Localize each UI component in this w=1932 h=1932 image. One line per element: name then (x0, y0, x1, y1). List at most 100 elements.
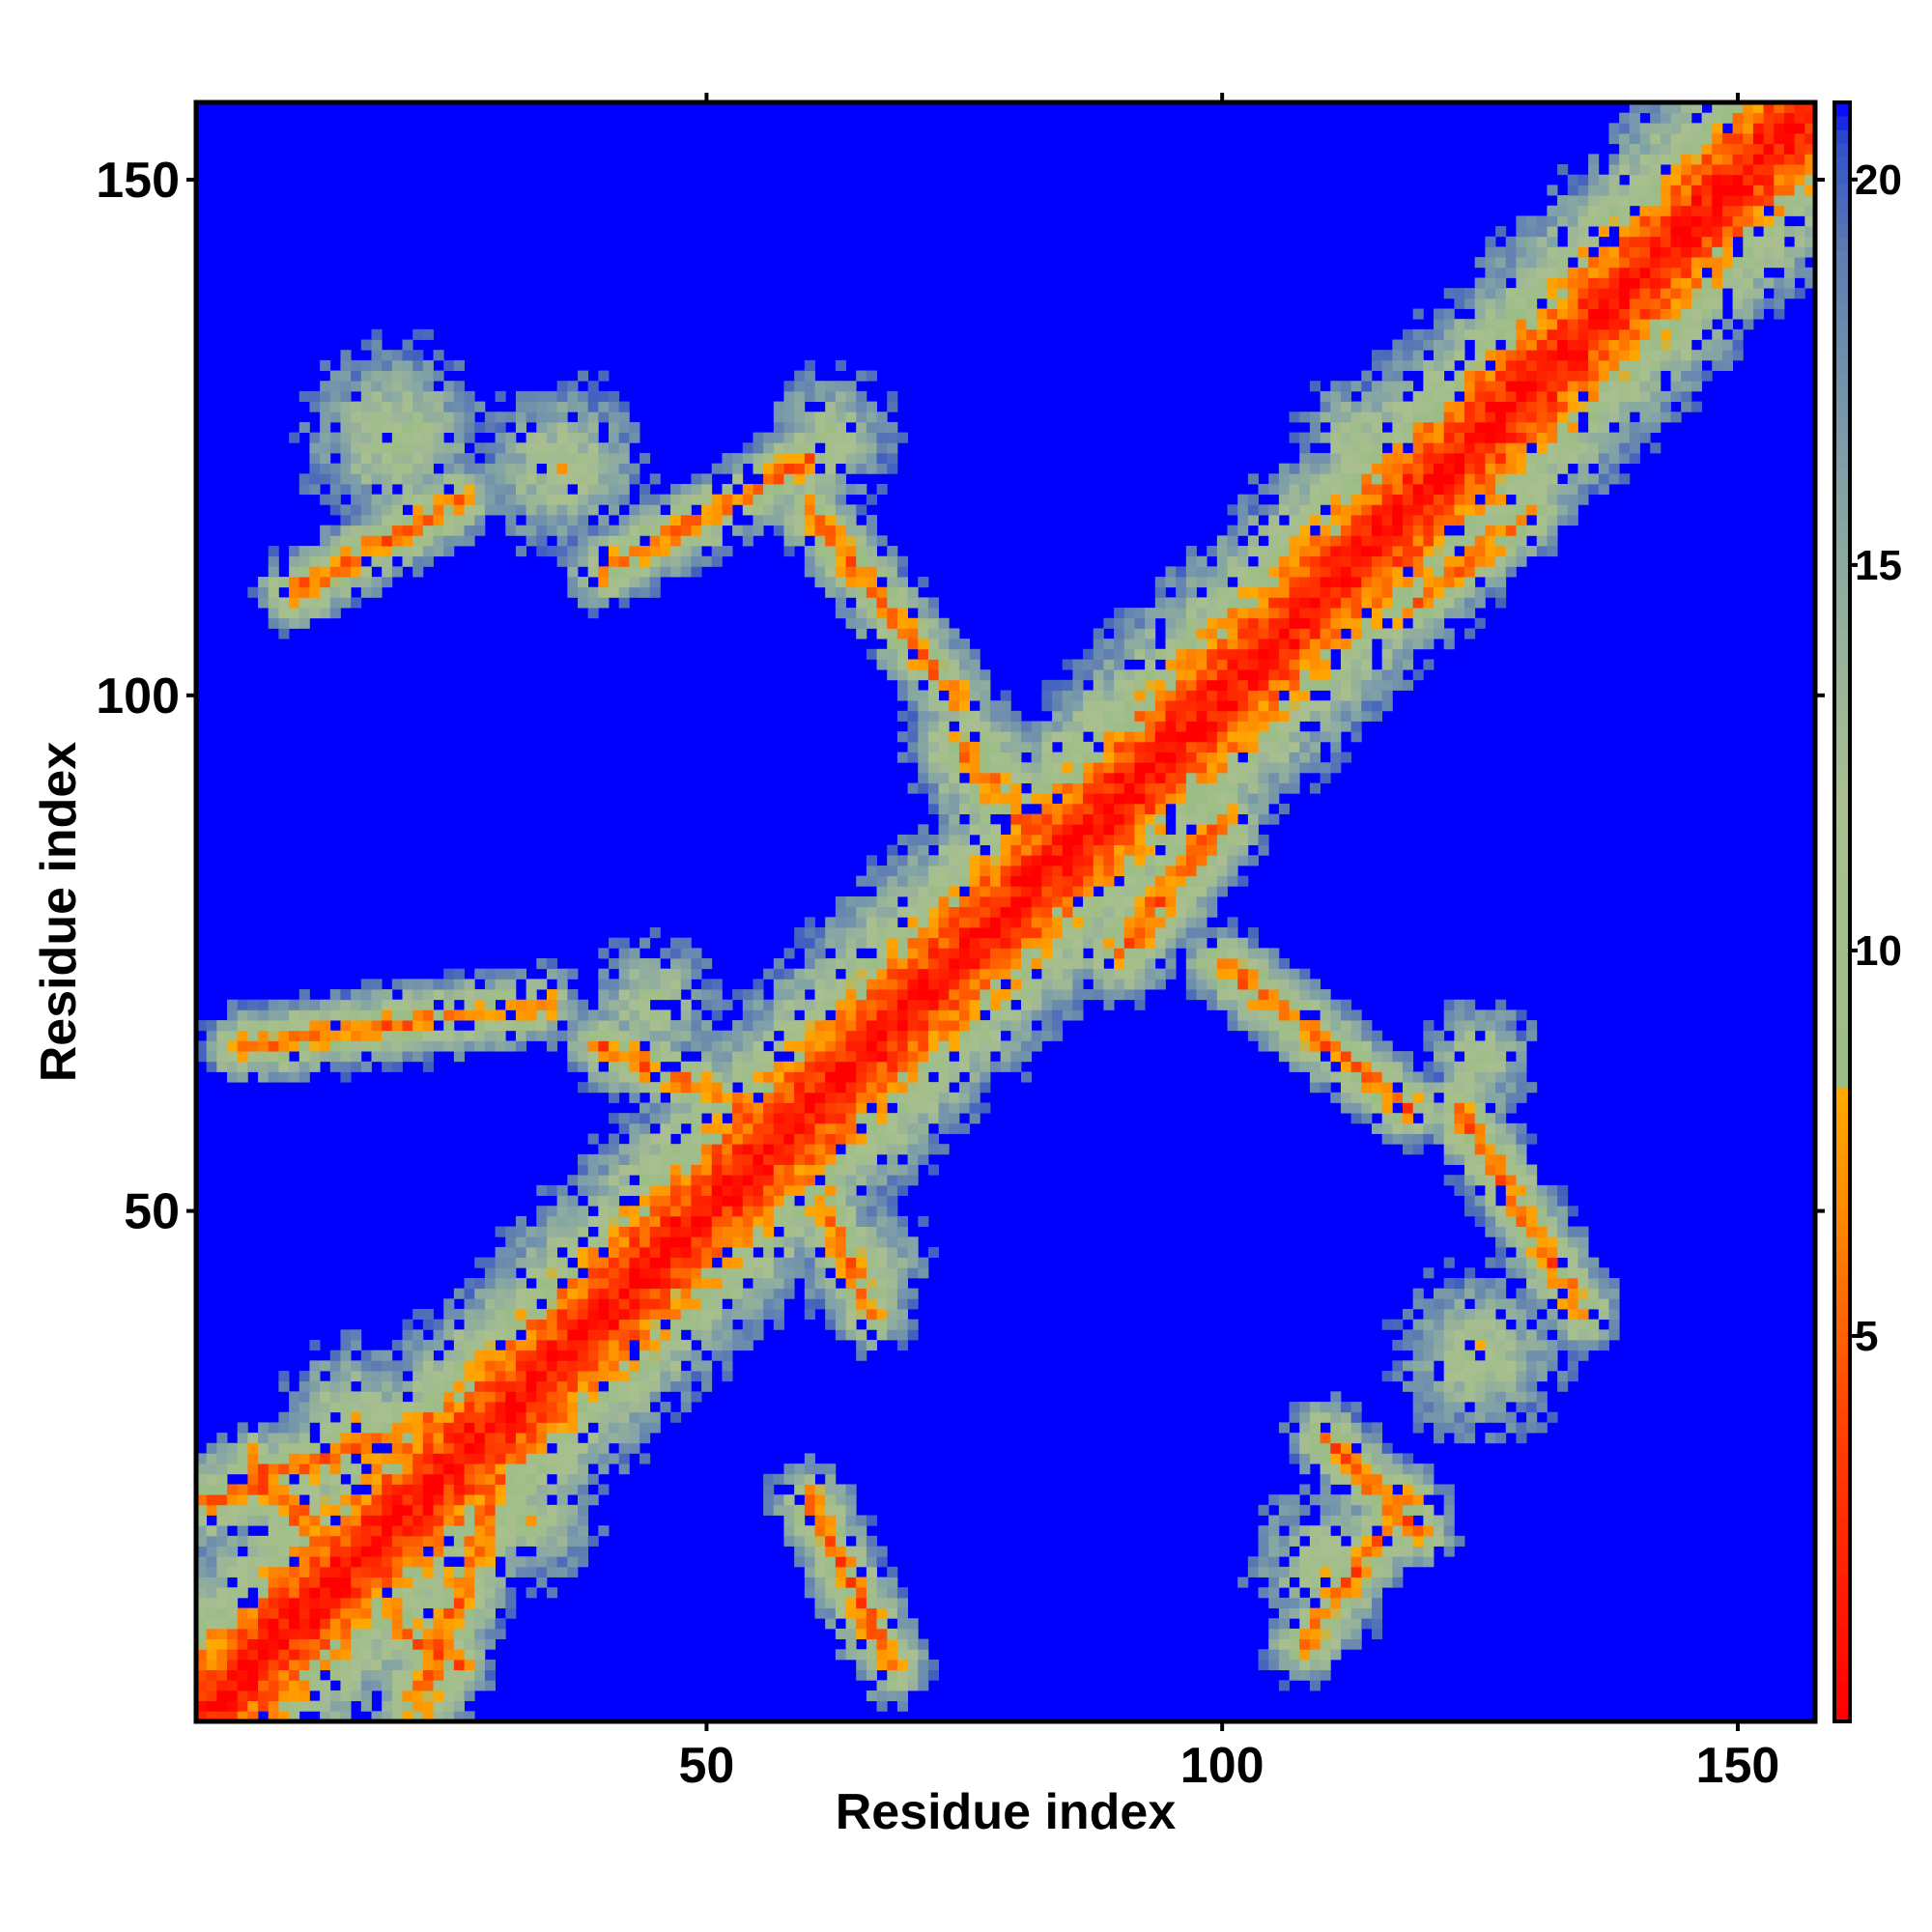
heatmap-cell (1000, 803, 1011, 814)
heatmap-cell (1340, 752, 1352, 763)
heatmap-cell (258, 1009, 270, 1021)
heatmap-cell (876, 1298, 888, 1310)
heatmap-cell (680, 1113, 692, 1124)
heatmap-cell (680, 979, 692, 990)
heatmap-cell (1526, 1175, 1538, 1186)
heatmap-cell (1207, 999, 1218, 1010)
heatmap-cell (1268, 989, 1280, 1001)
heatmap-cell (896, 1061, 908, 1072)
heatmap-cell (567, 1391, 579, 1403)
heatmap-cell (382, 1597, 393, 1608)
heatmap-cell (1495, 1350, 1507, 1361)
heatmap-cell (464, 1371, 475, 1382)
heatmap-cell (464, 1350, 475, 1361)
heatmap-cell (505, 1277, 517, 1290)
heatmap-cell (567, 1463, 579, 1475)
heatmap-cell (1557, 1329, 1569, 1341)
heatmap-cell (1134, 948, 1146, 959)
heatmap-cell (382, 1504, 393, 1516)
heatmap-cell (783, 1246, 795, 1259)
heatmap-cell (298, 1433, 310, 1444)
heatmap-cell (1114, 886, 1125, 897)
heatmap-cell (814, 1577, 826, 1588)
heatmap-cell (329, 1009, 341, 1021)
heatmap-cell (196, 1556, 208, 1568)
heatmap-cell (412, 1402, 424, 1413)
heatmap-cell (412, 1411, 424, 1423)
heatmap-cell (1247, 793, 1259, 805)
heatmap-cell (567, 1525, 579, 1537)
heatmap-cell (1526, 1164, 1538, 1176)
heatmap-cell (649, 958, 661, 970)
heatmap-cell (814, 1556, 826, 1568)
heatmap-cell (1423, 1267, 1435, 1279)
heatmap-cell (691, 1267, 702, 1279)
heatmap-cell (1526, 1215, 1538, 1227)
heatmap-cell (980, 895, 991, 908)
heatmap-cell (371, 1051, 383, 1063)
heatmap-cell (804, 1288, 815, 1299)
heatmap-cell (660, 1195, 671, 1207)
heatmap-cell (1464, 1422, 1476, 1434)
heatmap-cell (289, 1422, 300, 1434)
heatmap-cell (845, 1618, 857, 1630)
heatmap-cell (484, 1308, 496, 1321)
heatmap-cell (1320, 1402, 1331, 1413)
heatmap-cell (1464, 1350, 1476, 1361)
heatmap-cell (1320, 1411, 1331, 1423)
heatmap-cell (783, 1206, 795, 1217)
heatmap-cell (609, 1082, 620, 1094)
heatmap-cell (896, 1164, 908, 1176)
heatmap-cell (866, 1040, 877, 1052)
heatmap-cell (1299, 1638, 1311, 1650)
heatmap-cell (1567, 1340, 1578, 1351)
heatmap-cell (340, 1071, 352, 1083)
heatmap-cell (1196, 855, 1208, 867)
heatmap-cell (660, 1051, 671, 1063)
heatmap-cell (1320, 1484, 1331, 1495)
heatmap-cell (1505, 1082, 1517, 1094)
heatmap-cell (567, 1380, 579, 1392)
heatmap-cell (495, 1577, 506, 1588)
heatmap-cell (1402, 1061, 1414, 1072)
heatmap-cell (1443, 1298, 1455, 1310)
heatmap-cell (320, 1587, 331, 1599)
heatmap-cell (1577, 1246, 1589, 1259)
heatmap-cell (1062, 782, 1073, 794)
heatmap-cell (1381, 1556, 1393, 1568)
heatmap-cell (587, 1184, 599, 1196)
heatmap-cell (320, 1566, 331, 1577)
heatmap-cell (402, 1484, 413, 1495)
heatmap-cell (289, 1411, 300, 1423)
heatmap-cell (1330, 1442, 1342, 1454)
heatmap-cell (474, 1525, 486, 1537)
heatmap-cell (887, 1577, 898, 1588)
heatmap-cell (433, 1587, 444, 1599)
heatmap-cell (340, 1411, 352, 1423)
heatmap-cell (896, 1690, 908, 1702)
heatmap-cell (629, 1092, 640, 1103)
heatmap-cell (938, 999, 950, 1010)
heatmap-cell (391, 1442, 403, 1454)
heatmap-cell (1474, 1122, 1486, 1134)
heatmap-cell (722, 1360, 733, 1372)
heatmap-cell (856, 1133, 867, 1145)
heatmap-cell (1031, 895, 1042, 908)
heatmap-cell (412, 989, 424, 1001)
heatmap-cell (227, 1030, 239, 1041)
heatmap-cell (1567, 1226, 1578, 1237)
heatmap-cell (1443, 1504, 1455, 1516)
heatmap-cell (320, 999, 331, 1010)
heatmap-cell (567, 1288, 579, 1299)
heatmap-cell (1381, 1566, 1393, 1577)
heatmap-cell (680, 1102, 692, 1114)
heatmap-cell (1608, 1288, 1620, 1299)
heatmap-cell (298, 1659, 310, 1671)
heatmap-cell (1176, 886, 1187, 897)
heatmap-cell (1454, 1308, 1465, 1321)
heatmap-cell (391, 1669, 403, 1681)
heatmap-cell (1474, 1340, 1486, 1351)
heatmap-cell (1278, 1546, 1290, 1557)
heatmap-cell (329, 1504, 341, 1516)
heatmap-cell (556, 1226, 568, 1237)
